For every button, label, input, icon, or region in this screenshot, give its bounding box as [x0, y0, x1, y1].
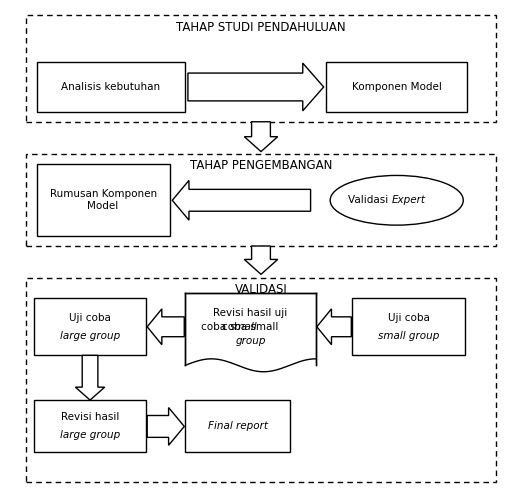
Text: small: small: [230, 322, 257, 332]
Bar: [37, 164, 170, 236]
Polygon shape: [188, 63, 324, 111]
Text: TAHAP STUDI PENDAHULUAN: TAHAP STUDI PENDAHULUAN: [176, 21, 346, 34]
Text: Uji coba: Uji coba: [69, 313, 111, 323]
Text: large group: large group: [60, 331, 120, 341]
Ellipse shape: [330, 175, 464, 225]
Text: coba small: coba small: [222, 322, 279, 332]
Bar: [185, 400, 290, 452]
Polygon shape: [244, 122, 278, 152]
Bar: [26, 15, 496, 122]
Text: Analisis kebutuhan: Analisis kebutuhan: [62, 82, 160, 92]
Text: VALIDASI: VALIDASI: [234, 283, 288, 296]
Text: Revisi hasil uji: Revisi hasil uji: [213, 308, 288, 318]
Bar: [34, 400, 146, 452]
Text: large group: large group: [60, 430, 120, 440]
Bar: [326, 62, 467, 112]
Polygon shape: [147, 408, 184, 445]
Text: Komponen Model: Komponen Model: [352, 82, 442, 92]
Text: Rumusan Komponen
Model: Rumusan Komponen Model: [50, 189, 157, 211]
Bar: [37, 62, 185, 112]
Bar: [185, 293, 316, 365]
Text: Uji coba: Uji coba: [387, 313, 430, 323]
Bar: [352, 298, 465, 355]
Polygon shape: [244, 246, 278, 274]
Bar: [26, 278, 496, 482]
Polygon shape: [317, 309, 351, 344]
Bar: [26, 154, 496, 246]
Polygon shape: [147, 309, 184, 344]
Text: small group: small group: [378, 331, 439, 341]
Polygon shape: [75, 355, 104, 400]
Text: coba: coba: [201, 322, 230, 332]
Text: Revisi hasil: Revisi hasil: [61, 412, 119, 422]
Bar: [34, 298, 146, 355]
Text: group: group: [235, 335, 266, 346]
Text: Expert: Expert: [392, 195, 425, 205]
Text: Final report: Final report: [208, 421, 267, 431]
Text: Validasi: Validasi: [348, 195, 392, 205]
Text: TAHAP PENGEMBANGAN: TAHAP PENGEMBANGAN: [190, 159, 332, 171]
Polygon shape: [172, 180, 311, 220]
